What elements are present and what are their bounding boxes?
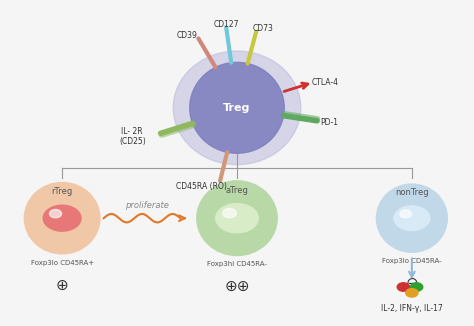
Text: nonTreg: nonTreg [395, 188, 428, 197]
Circle shape [43, 205, 81, 231]
Text: CD127: CD127 [213, 20, 239, 28]
Text: Foxp3lo CD45RA-: Foxp3lo CD45RA- [382, 258, 442, 264]
Text: Foxp3lo CD45RA+: Foxp3lo CD45RA+ [30, 260, 94, 266]
Text: ⊕: ⊕ [56, 277, 69, 293]
Text: ⊕⊕: ⊕⊕ [224, 279, 250, 294]
Circle shape [223, 208, 237, 218]
Circle shape [216, 203, 258, 233]
Text: rTreg: rTreg [52, 187, 73, 196]
Ellipse shape [24, 183, 100, 254]
Ellipse shape [376, 184, 447, 252]
Text: PD-1: PD-1 [320, 118, 338, 127]
Text: Foxp3hi CD45RA-: Foxp3hi CD45RA- [207, 261, 267, 267]
Circle shape [394, 206, 430, 230]
Circle shape [49, 210, 62, 218]
Text: ⊖: ⊖ [405, 276, 418, 291]
Text: aTreg: aTreg [226, 186, 248, 195]
Circle shape [400, 210, 411, 218]
Text: CD45RA (RO): CD45RA (RO) [176, 182, 227, 191]
Text: Treg: Treg [223, 103, 251, 113]
Text: CD73: CD73 [253, 24, 273, 33]
Text: proliferate: proliferate [125, 201, 169, 210]
Text: CTLA-4: CTLA-4 [312, 78, 339, 87]
Circle shape [397, 283, 410, 291]
Ellipse shape [173, 51, 301, 165]
Ellipse shape [197, 181, 277, 256]
Circle shape [406, 289, 418, 297]
Text: IL-2, IFN-γ, IL-17: IL-2, IFN-γ, IL-17 [381, 304, 443, 313]
Circle shape [410, 283, 423, 291]
Ellipse shape [190, 62, 284, 153]
Text: CD39: CD39 [176, 31, 197, 40]
Text: IL- 2R
(CD25): IL- 2R (CD25) [119, 127, 146, 146]
